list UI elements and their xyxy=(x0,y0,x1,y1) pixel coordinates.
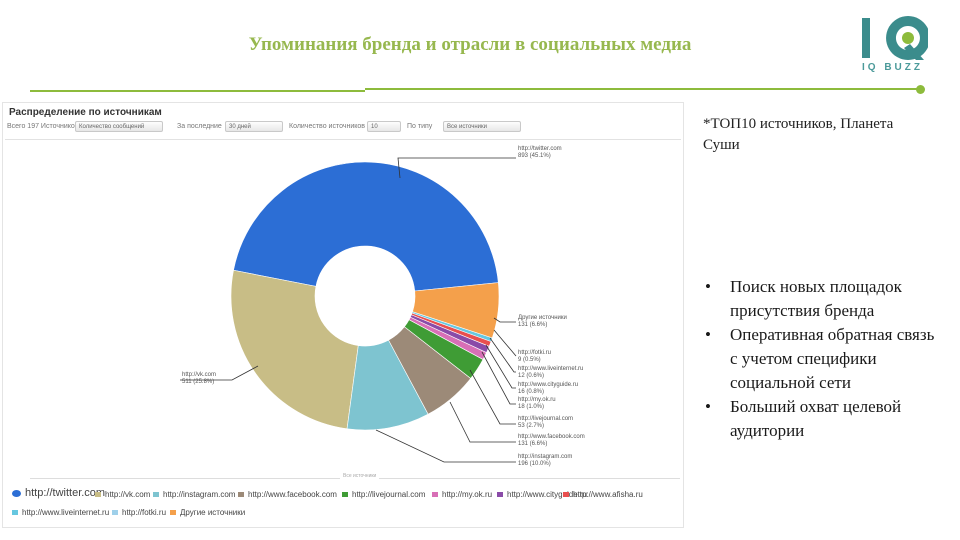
legend-item[interactable]: http://www.facebook.com xyxy=(238,490,337,499)
legend-swatch xyxy=(170,510,176,516)
panel-title: Распределение по источникам xyxy=(9,107,162,118)
legend-swatch xyxy=(238,492,244,498)
legend-label: http://vk.com xyxy=(105,490,151,499)
benefit-item: Поиск новых площадок присутствия бренда xyxy=(705,275,945,323)
title-rule-right xyxy=(365,88,920,90)
leader-line xyxy=(493,317,516,323)
iq-buzz-logo xyxy=(862,16,928,60)
filter-dropdown[interactable]: Количество сообщений xyxy=(75,121,163,132)
legend-item[interactable]: http://www.liveinternet.ru xyxy=(12,508,109,517)
leader-line xyxy=(485,344,516,389)
legend-swatch xyxy=(153,492,159,498)
filter-label: Количество источников xyxy=(289,123,365,130)
slice-value-label: 131 (6.6%) xyxy=(518,441,547,447)
legend-label: http://www.cityguide.ru xyxy=(507,490,588,499)
slice-value-label: 53 (2.7%) xyxy=(518,423,544,429)
legend-item[interactable]: http://instagram.com xyxy=(153,490,235,499)
legend-swatch xyxy=(12,489,21,497)
slice-label: http://www.liveinternet.ru xyxy=(518,366,583,372)
slice-value-label: 131 (6.6%) xyxy=(518,322,547,328)
slice-value-label: 9 (0.5%) xyxy=(518,357,541,363)
title-rule-dot xyxy=(916,85,925,94)
legend-label: http://fotki.ru xyxy=(122,508,167,517)
benefit-item: Оперативная обратная связь с учетом спец… xyxy=(705,323,945,395)
slice-label: http://my.ok.ru xyxy=(518,397,556,403)
legend-swatch xyxy=(432,492,438,498)
slice-value-label: 196 (10.0%) xyxy=(518,461,551,467)
legend-label: http://livejournal.com xyxy=(352,490,426,499)
leader-line xyxy=(493,329,517,357)
legend-swatch xyxy=(342,492,348,498)
title-rule-left xyxy=(30,90,365,92)
filter-label: За последние xyxy=(177,123,222,130)
legend-label: http://twitter.com xyxy=(25,487,106,499)
filter-label: По типу xyxy=(407,123,433,130)
legend-item[interactable]: http://fotki.ru xyxy=(112,508,166,517)
legend-label: Другие источники xyxy=(180,508,246,517)
leader-line xyxy=(489,337,516,373)
slice-label: Другие источники xyxy=(518,315,567,321)
legend-swatch xyxy=(497,492,503,498)
slice-label: http://vk.com xyxy=(182,372,216,378)
filter-dropdown[interactable]: 30 дней xyxy=(225,121,283,132)
legend-label: http://www.liveinternet.ru xyxy=(22,508,110,517)
slice-value-label: 12 (0.6%) xyxy=(518,373,544,379)
slice-label: http://instagram.com xyxy=(518,454,572,460)
legend-label: http://instagram.com xyxy=(163,490,236,499)
slice-label: http://fotki.ru xyxy=(518,350,551,356)
filter-dropdown[interactable]: Все источники xyxy=(443,121,521,132)
filter-label: Всего 197 Источников xyxy=(7,123,79,130)
legend-item[interactable]: http://vk.com xyxy=(95,490,150,499)
slice-label: http://livejournal.com xyxy=(518,416,573,422)
leader-line xyxy=(469,369,516,425)
slice-value-label: 511 (25.8%) xyxy=(182,379,214,385)
slice-value-label: 893 (45.1%) xyxy=(518,153,551,159)
slice-label: http://www.cityguide.ru xyxy=(518,382,578,388)
legend-label: http://my.ok.ru xyxy=(442,490,493,499)
legend-swatch xyxy=(112,510,118,516)
slide-title: Упоминания бренда и отрасли в социальных… xyxy=(248,34,692,55)
panel-divider xyxy=(5,139,681,140)
filter-dropdown[interactable]: 10 xyxy=(367,121,401,132)
legend-label: http://www.afisha.ru xyxy=(573,490,643,499)
legend-title: Все источники xyxy=(340,473,380,479)
legend-item[interactable]: http://livejournal.com xyxy=(342,490,425,499)
legend-item[interactable]: http://my.ok.ru xyxy=(432,490,492,499)
legend-swatch xyxy=(563,492,569,498)
legend-item[interactable]: http://www.afisha.ru xyxy=(563,490,643,499)
leader-line xyxy=(375,429,516,463)
legend-swatch xyxy=(12,510,18,516)
legend-label: http://www.facebook.com xyxy=(248,490,337,499)
slice-label: http://www.facebook.com xyxy=(518,434,585,440)
slice-value-label: 18 (1.0%) xyxy=(518,404,544,410)
leader-line xyxy=(180,365,259,381)
leader-line xyxy=(397,157,516,179)
leader-line xyxy=(449,401,516,443)
leader-line xyxy=(481,351,516,405)
slice-value-label: 16 (0.8%) xyxy=(518,389,544,395)
slice-label: http://twitter.com xyxy=(518,146,562,152)
top10-note: *ТОП10 источников, Планета Суши xyxy=(703,116,894,153)
legend-item[interactable]: Другие источники xyxy=(170,508,245,517)
donut-hole xyxy=(315,246,415,346)
legend-item[interactable]: http://www.cityguide.ru xyxy=(497,490,587,499)
benefits-list: Поиск новых площадок присутствия бренда … xyxy=(705,275,945,443)
panel-filters: Всего 197 Источников Количество сообщени… xyxy=(5,119,685,135)
logo-text: IQ BUZZ xyxy=(862,62,923,73)
legend-item[interactable]: http://twitter.com xyxy=(12,487,105,499)
legend-swatch xyxy=(95,492,101,498)
benefit-item: Больший охват целевой аудитории xyxy=(705,395,945,443)
